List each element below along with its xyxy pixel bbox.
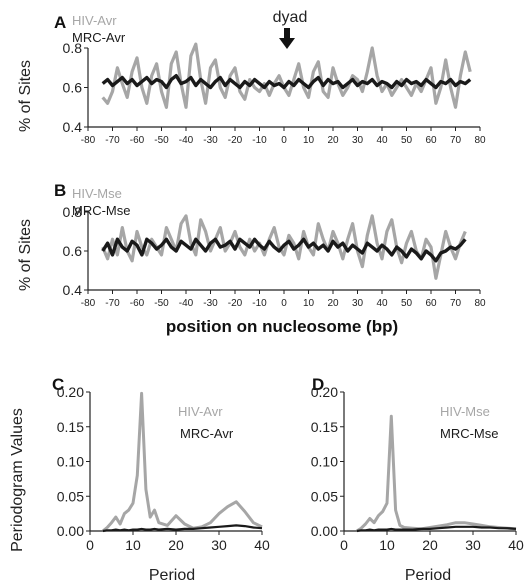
panel-b-xtick-label: -50 xyxy=(154,298,169,309)
panel-c-xlabel: Period xyxy=(149,567,195,584)
panel-b-ytick-label: 0.4 xyxy=(63,282,83,298)
panel-d-series-hiv-mse xyxy=(356,414,517,533)
panel-b-ytick-label: 0.8 xyxy=(63,204,83,220)
panel-a-xtick-label: 30 xyxy=(352,135,364,146)
nucleosome-xlabel: position on nucleosome (bp) xyxy=(166,317,398,336)
panel-a-xtick-label: 80 xyxy=(474,135,486,146)
panel-d-legend-hiv: HIV-Mse xyxy=(440,404,490,419)
panel-a-ytick-label: 0.6 xyxy=(63,80,83,96)
panel-a-ylabel: % of Sites xyxy=(17,60,34,132)
panel-a-xtick-label: -60 xyxy=(130,135,145,146)
panel-d-xlabel: Period xyxy=(405,567,451,584)
panel-a-xtick-label: 40 xyxy=(376,135,388,146)
panel-b-xtick-label: 10 xyxy=(303,298,315,309)
panel-d-letter: D xyxy=(312,375,324,394)
panel-d-series-mrc-mse xyxy=(356,525,517,533)
panel-c-xtick-label: 20 xyxy=(168,537,184,553)
panel-a-xtick-label: -70 xyxy=(105,135,120,146)
panel-b-xtick-label: -40 xyxy=(179,298,194,309)
panel-a-ytick-label: 0.8 xyxy=(63,40,83,56)
panel-c-plot: 0 10 20 30 40 0.00 0.05 0.10 0.15 0.20 xyxy=(57,384,270,553)
panel-d-ytick-label: 0.00 xyxy=(311,523,338,539)
panel-b-xtick-label: 20 xyxy=(327,298,339,309)
panel-c-xtick-label: 0 xyxy=(86,537,94,553)
panel-b-series-mrc-mse xyxy=(101,237,467,263)
panel-b-letter: B xyxy=(54,181,66,200)
panel-b-xtick-label: 50 xyxy=(401,298,413,309)
panel-a-xtick-label: 10 xyxy=(303,135,315,146)
panel-d-xtick-label: 30 xyxy=(465,537,481,553)
panel-a-ytick-label: 0.4 xyxy=(63,119,83,135)
panel-c-xtick-label: 40 xyxy=(254,537,270,553)
panel-d-ytick-label: 0.10 xyxy=(311,454,338,470)
panel-b-xtick-label: 30 xyxy=(352,298,364,309)
panel-a-letter: A xyxy=(54,13,66,32)
panel-a-xtick-label: 70 xyxy=(450,135,462,146)
panel-d: D HIV-Mse MRC-Mse Period 0 10 20 30 40 0.00 0.… xyxy=(311,375,524,584)
panel-d-ytick-label: 0.20 xyxy=(311,384,338,400)
panel-a-xtick-label: 0 xyxy=(281,135,287,146)
panel-d-plot: 0 10 20 30 40 0.00 0.05 0.10 0.15 0.20 xyxy=(311,384,524,553)
dyad-label: dyad xyxy=(273,9,308,26)
panel-c-xtick-label: 30 xyxy=(211,537,227,553)
panel-d-legend-mrc: MRC-Mse xyxy=(440,426,499,441)
panel-a-plot: -80 -70 -60 -50 -40 -30 -20 -10 0 10 20 30 40 50 60 70 8… xyxy=(63,40,486,146)
panel-a-xtick-label: -20 xyxy=(228,135,243,146)
panel-b-xtick-label: -20 xyxy=(228,298,243,309)
panel-a-xtick-label: 60 xyxy=(425,135,437,146)
panel-c-ytick-label: 0.05 xyxy=(57,488,84,504)
panel-a-xtick-label: -30 xyxy=(203,135,218,146)
panel-a-xtick-label: -50 xyxy=(154,135,169,146)
panel-d-ytick-label: 0.15 xyxy=(311,419,338,435)
panel-c-ytick-label: 0.20 xyxy=(57,384,84,400)
panel-b-xtick-label: -70 xyxy=(105,298,120,309)
panel-a-xtick-label: -10 xyxy=(252,135,267,146)
panel-c-ytick-label: 0.15 xyxy=(57,419,84,435)
panel-c-series-mrc-avr xyxy=(102,524,263,533)
panel-a-xtick-label: 50 xyxy=(401,135,413,146)
panel-b-xtick-label: -80 xyxy=(81,298,96,309)
panel-b: B HIV-Mse MRC-Mse % of Sites -80 -70 -60 -5… xyxy=(17,181,486,309)
panel-c: C HIV-Avr MRC-Avr Periodogram Values Per… xyxy=(9,375,270,584)
panel-a-xtick-label: 20 xyxy=(327,135,339,146)
panel-b-legend-hiv: HIV-Mse xyxy=(72,186,122,201)
panel-b-plot: -80 -70 -60 -50 -40 -30 -20 -10 0 10 20 30 40 50 60 70 8… xyxy=(63,204,486,309)
panel-d-xtick-label: 20 xyxy=(422,537,438,553)
panel-b-xtick-label: -10 xyxy=(252,298,267,309)
panel-b-xtick-label: -60 xyxy=(130,298,145,309)
panel-c-series-hiv-avr xyxy=(101,391,263,533)
panel-d-ytick-label: 0.05 xyxy=(311,488,338,504)
panel-c-legend-hiv: HIV-Avr xyxy=(178,404,223,419)
periodogram-ylabel: Periodogram Values xyxy=(9,408,26,552)
panel-b-ylabel: % of Sites xyxy=(17,219,34,291)
panel-a-legend-mrc: MRC-Avr xyxy=(72,30,126,45)
panel-b-xtick-label: 60 xyxy=(425,298,437,309)
panel-d-xtick-label: 10 xyxy=(379,537,395,553)
dyad-arrow xyxy=(279,28,295,49)
panel-a-series-mrc-avr xyxy=(101,73,472,90)
panel-b-xtick-label: 40 xyxy=(376,298,388,309)
panel-c-ytick-label: 0.10 xyxy=(57,454,84,470)
panel-c-ytick-label: 0.00 xyxy=(57,523,84,539)
panel-b-xtick-label: 80 xyxy=(474,298,486,309)
panel-d-xtick-label: 0 xyxy=(340,537,348,553)
panel-a: A HIV-Avr MRC-Avr % of Sites dyad -80 -70… xyxy=(17,9,486,146)
panel-b-xtick-label: 0 xyxy=(281,298,287,309)
panel-a-xtick-label: -80 xyxy=(81,135,96,146)
panel-b-xtick-label: 70 xyxy=(450,298,462,309)
panel-a-legend-hiv: HIV-Avr xyxy=(72,13,117,28)
panel-c-legend-mrc: MRC-Avr xyxy=(180,426,234,441)
panel-c-letter: C xyxy=(52,375,64,394)
panel-a-xtick-label: -40 xyxy=(179,135,194,146)
panel-c-xtick-label: 10 xyxy=(125,537,141,553)
panel-a-series-hiv-avr xyxy=(101,42,472,109)
panel-b-ytick-label: 0.6 xyxy=(63,243,83,259)
panel-b-xtick-label: -30 xyxy=(203,298,218,309)
panel-b-legend-mrc: MRC-Mse xyxy=(72,203,131,218)
panel-d-xtick-label: 40 xyxy=(508,537,524,553)
